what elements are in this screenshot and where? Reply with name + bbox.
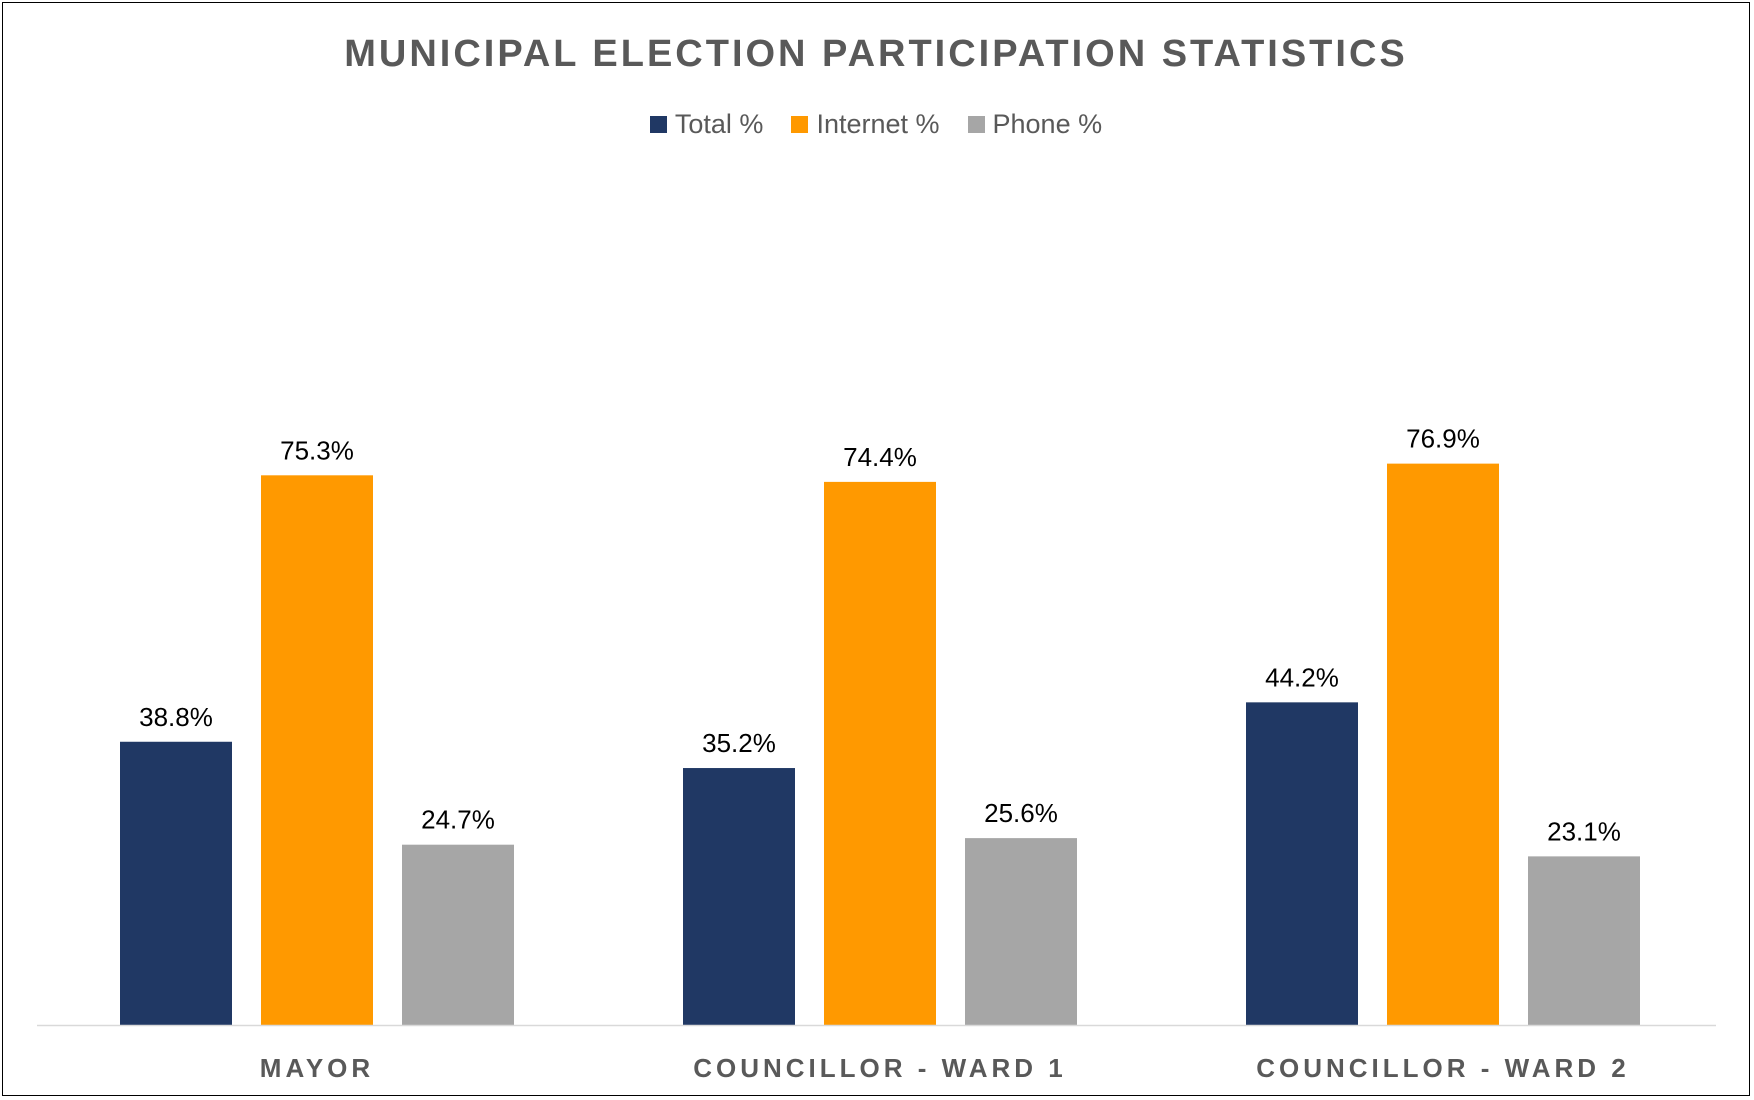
legend-item-phone: Phone % (967, 109, 1103, 140)
legend-swatch-total (649, 116, 667, 133)
data-label-internet-councillor-ward-1: 74.4% (843, 442, 917, 472)
bar-phone-mayor (402, 844, 514, 1025)
legend-label-total: Total % (674, 109, 764, 139)
chart-legend: Total % Internet % Phone % (3, 109, 1749, 140)
bar-phone-councillor-ward-1 (965, 838, 1077, 1025)
category-label-councillor-ward-2: COUNCILLOR - WARD 2 (1256, 1053, 1630, 1083)
data-label-phone-councillor-ward-2: 23.1% (1547, 816, 1621, 846)
legend-swatch-phone (967, 116, 985, 133)
data-label-total-mayor: 38.8% (139, 702, 213, 732)
bar-phone-councillor-ward-2 (1528, 856, 1640, 1025)
legend-item-internet: Internet % (791, 109, 940, 140)
bar-internet-mayor (261, 475, 373, 1025)
legend-swatch-internet (791, 116, 809, 133)
category-label-councillor-ward-1: COUNCILLOR - WARD 1 (693, 1053, 1067, 1083)
bar-internet-councillor-ward-1 (824, 481, 936, 1025)
data-label-phone-councillor-ward-1: 25.6% (984, 798, 1058, 828)
bar-internet-councillor-ward-2 (1387, 463, 1499, 1025)
chart-title: MUNICIPAL ELECTION PARTICIPATION STATIST… (344, 33, 1408, 75)
legend-label-internet: Internet % (816, 109, 940, 139)
legend-item-total: Total % (649, 109, 764, 140)
data-label-total-councillor-ward-2: 44.2% (1265, 662, 1339, 692)
bar-total-councillor-ward-1 (683, 768, 795, 1025)
data-label-internet-councillor-ward-2: 76.9% (1406, 424, 1480, 454)
data-label-internet-mayor: 75.3% (280, 435, 354, 465)
bar-total-mayor (120, 741, 232, 1025)
data-label-phone-mayor: 24.7% (421, 805, 495, 835)
data-label-total-councillor-ward-1: 35.2% (702, 728, 776, 758)
bar-total-councillor-ward-2 (1246, 702, 1358, 1025)
category-label-mayor: MAYOR (260, 1053, 374, 1083)
legend-label-phone: Phone % (992, 109, 1103, 139)
